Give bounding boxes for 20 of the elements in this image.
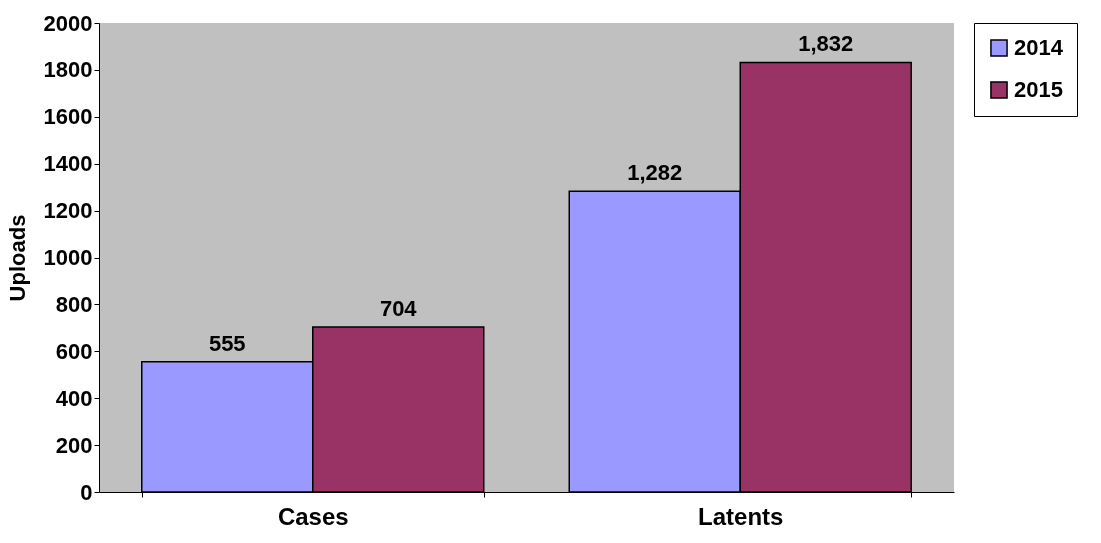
y-tick-label: 800 <box>55 291 93 317</box>
y-tick-label: 1000 <box>43 245 93 270</box>
y-tick-label: 1600 <box>43 104 93 130</box>
legend-label: 2014 <box>1014 35 1064 60</box>
y-tick-label: 600 <box>55 338 93 364</box>
y-tick-label: 200 <box>55 432 93 458</box>
y-tick-label: 400 <box>55 385 93 411</box>
y-tick-label: 1800 <box>43 57 93 83</box>
legend-label: 2015 <box>1014 77 1063 102</box>
data-label: 1,832 <box>798 31 854 57</box>
data-label: 555 <box>208 330 246 356</box>
y-tick-label: 0 <box>80 479 93 505</box>
x-tick-label: Latents <box>698 502 784 530</box>
y-tick-label: 2000 <box>43 10 93 36</box>
data-label: 704 <box>379 295 418 321</box>
y-tick-label: 1400 <box>43 151 93 177</box>
y-axis-title: Uploads <box>4 214 30 302</box>
x-tick-label: Cases <box>277 502 349 530</box>
y-tick-label: 1200 <box>43 198 93 224</box>
data-label: 1,282 <box>627 160 683 186</box>
